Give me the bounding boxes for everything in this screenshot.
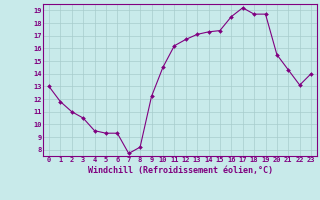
X-axis label: Windchill (Refroidissement éolien,°C): Windchill (Refroidissement éolien,°C) [87,166,273,175]
